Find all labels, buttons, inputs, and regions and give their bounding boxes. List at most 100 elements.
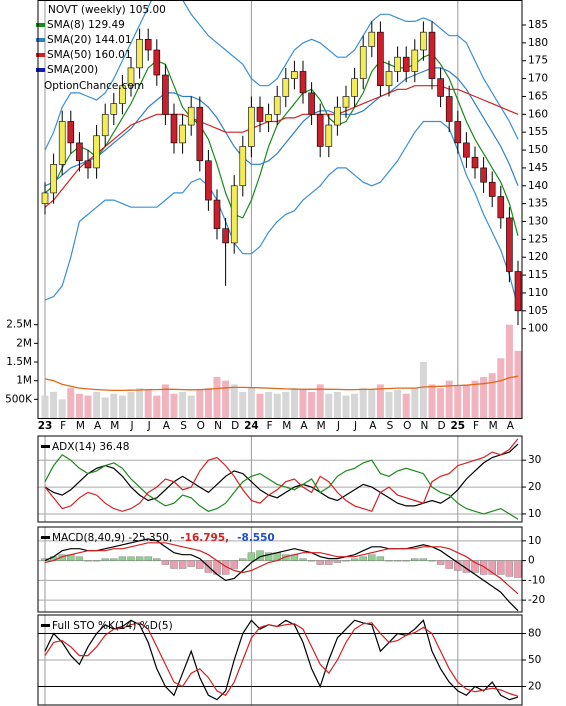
candle-body (76, 142, 83, 162)
candle-body (222, 228, 229, 244)
title-part: -16.795, (180, 532, 229, 544)
x-tick-label: A (94, 420, 102, 432)
histogram-bar (118, 556, 127, 561)
volume-bar (488, 373, 496, 418)
legend-swatch (36, 68, 45, 72)
candle-body (93, 135, 100, 169)
candle-body (153, 49, 161, 76)
histogram-bar (393, 560, 402, 562)
volume-bar (342, 395, 350, 418)
volume-bar (462, 384, 470, 418)
histogram-bar (264, 552, 273, 561)
volume-bar (282, 391, 290, 418)
histogram-bar (436, 560, 445, 565)
x-tick-label: J (336, 420, 340, 432)
band-upper (44, 0, 519, 151)
volume-average-line (44, 375, 519, 392)
volume-bar (230, 384, 238, 418)
x-tick-label: F (267, 420, 273, 432)
histogram-bar (161, 560, 170, 565)
volume-bar (445, 380, 453, 418)
histogram-bar (445, 560, 453, 569)
price-tick-label: 170 (528, 73, 548, 85)
histogram-bar (230, 560, 238, 569)
candle-body (325, 124, 333, 147)
candle-body (230, 185, 238, 244)
candle-body (110, 103, 118, 115)
candle-body (308, 92, 315, 115)
legend-label: SMA(20) 144.01 (47, 34, 132, 46)
x-tick-label: M (489, 420, 498, 432)
candle-body (437, 78, 444, 97)
candle-body (385, 71, 393, 87)
histogram-bar (376, 556, 385, 561)
histogram-bar (153, 558, 161, 561)
candle-body (187, 106, 195, 126)
volume-bar (204, 388, 212, 418)
volume-bar (118, 395, 126, 418)
candle-body (196, 106, 204, 162)
histogram-bar (411, 558, 419, 561)
indicator-line (44, 542, 519, 595)
candle-body (334, 106, 341, 126)
volume-bar (161, 384, 169, 418)
volume-bar (419, 362, 427, 418)
title-part: Full STO %K(14) %D(5) (52, 620, 173, 632)
candle-body (316, 114, 324, 147)
histogram-bar (479, 560, 488, 575)
indicator-line (44, 438, 519, 513)
histogram-bar (514, 560, 522, 578)
chart-title: NOVT (weekly) 105.00 (48, 4, 166, 16)
candle-body (342, 96, 350, 108)
histogram-bar (299, 558, 307, 561)
candle-body (205, 160, 212, 201)
candle-body (402, 56, 410, 72)
histogram-bar (144, 556, 152, 561)
volume-bar (316, 384, 324, 418)
volume-bar (127, 391, 135, 418)
histogram-bar (505, 560, 514, 577)
x-tick-label: M (76, 420, 85, 432)
candle-body (265, 114, 272, 122)
x-tick-label: N (214, 420, 222, 432)
price-tick-label: 185 (528, 19, 548, 31)
histogram-bar (247, 552, 256, 561)
candle-body (273, 96, 281, 115)
volume-bar (351, 393, 359, 418)
x-tick-label: M (317, 420, 326, 432)
candle-body (445, 96, 453, 122)
x-tick-label: F (473, 420, 479, 432)
x-tick-label: 24 (244, 420, 259, 432)
candle-body (239, 146, 247, 187)
candle-body (497, 196, 505, 219)
title-part: -8.550 (237, 532, 275, 544)
volume-bar (153, 395, 161, 418)
volume-bar (428, 384, 436, 418)
candle-body (136, 38, 143, 69)
candle-body (58, 121, 66, 165)
band-lower (44, 120, 519, 308)
y-tick-label: 80 (528, 628, 541, 640)
price-tick-label: 165 (528, 90, 548, 102)
legend-label: SMA(200) (47, 64, 98, 76)
candle-body (394, 56, 401, 72)
x-tick-label: M (110, 420, 119, 432)
volume-bar (385, 391, 393, 418)
candle-body (506, 217, 513, 272)
y-tick-label: 0 (528, 555, 535, 567)
panel-frame (37, 0, 523, 419)
price-tick-label: 130 (528, 216, 548, 228)
indicator-line (44, 538, 519, 612)
histogram-bar (385, 560, 393, 562)
candle-body (471, 156, 479, 169)
volume-bar (136, 388, 144, 418)
histogram-bar (350, 558, 359, 561)
histogram-bar (368, 554, 376, 561)
volume-bar (265, 391, 273, 418)
title-part: ADX(14) 36.48 (52, 441, 129, 453)
price-tick-label: 120 (528, 251, 548, 263)
legend-label: SMA(8) 129.49 (47, 19, 125, 31)
candle-body (213, 199, 221, 229)
volume-bar (505, 324, 513, 418)
